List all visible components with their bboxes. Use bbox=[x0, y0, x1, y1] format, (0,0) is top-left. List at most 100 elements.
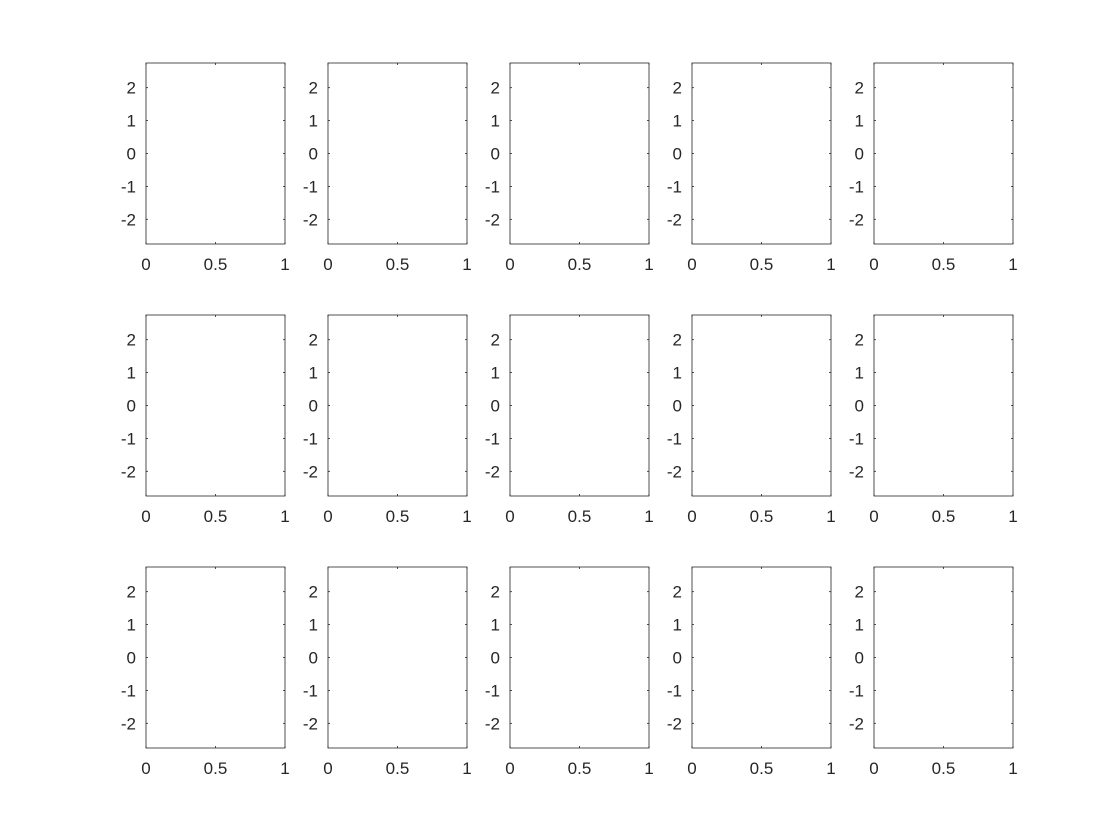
subplot-r1-c2: 0 0.5 1 -2 -1 0 1 2 bbox=[303, 62, 472, 274]
y-tick-label: 1 bbox=[673, 112, 682, 131]
subplot-r3-c1: 0 0.5 1 -2 -1 0 1 2 bbox=[121, 566, 290, 778]
x-tick-label: 0.5 bbox=[386, 759, 410, 778]
y-tick-label: 1 bbox=[309, 112, 318, 131]
y-tick-label: 2 bbox=[127, 583, 136, 602]
y-tick-label: -1 bbox=[121, 177, 136, 196]
axes-frame bbox=[873, 62, 1014, 245]
y-tick-label: -1 bbox=[485, 429, 500, 448]
y-tick-label: 1 bbox=[491, 616, 500, 635]
axes-frame bbox=[145, 62, 286, 245]
x-tick-label: 0 bbox=[141, 759, 150, 778]
y-tick-label: 2 bbox=[855, 583, 864, 602]
y-tick-label: 1 bbox=[673, 364, 682, 383]
y-tick-label: -1 bbox=[485, 177, 500, 196]
y-tick-label: -2 bbox=[303, 210, 318, 229]
x-tick-label: 0.5 bbox=[932, 507, 956, 526]
y-tick-label: 0 bbox=[855, 145, 864, 164]
y-tick-label: 0 bbox=[855, 649, 864, 668]
y-tick-label: -2 bbox=[849, 462, 864, 481]
y-tick-label: -2 bbox=[667, 462, 682, 481]
subplot-r1-c5: 0 0.5 1 -2 -1 0 1 2 bbox=[849, 62, 1018, 274]
x-tick-label: 0 bbox=[323, 759, 332, 778]
axes-frame bbox=[327, 566, 468, 749]
y-tick-label: 1 bbox=[309, 616, 318, 635]
x-tick-label: 1 bbox=[280, 255, 289, 274]
y-tick-label: 2 bbox=[309, 583, 318, 602]
y-tick-label: 1 bbox=[491, 112, 500, 131]
subplot-r2-c1: 0 0.5 1 -2 -1 0 1 2 bbox=[121, 314, 290, 526]
x-tick-label: 1 bbox=[826, 759, 835, 778]
y-tick-label: -1 bbox=[667, 681, 682, 700]
subplot-r2-c3: 0 0.5 1 -2 -1 0 1 2 bbox=[485, 314, 654, 526]
y-tick-label: -2 bbox=[849, 210, 864, 229]
subplot-r2-c4: 0 0.5 1 -2 -1 0 1 2 bbox=[667, 314, 836, 526]
y-tick-label: 1 bbox=[855, 364, 864, 383]
y-tick-label: -2 bbox=[303, 462, 318, 481]
y-tick-label: 2 bbox=[673, 79, 682, 98]
y-tick-label: 2 bbox=[855, 331, 864, 350]
x-tick-label: 0.5 bbox=[568, 759, 592, 778]
x-tick-label: 1 bbox=[462, 255, 471, 274]
axes-frame bbox=[509, 566, 650, 749]
axes-frame bbox=[327, 314, 468, 497]
y-tick-label: 0 bbox=[491, 397, 500, 416]
x-tick-label: 1 bbox=[1008, 507, 1017, 526]
y-tick-label: -2 bbox=[667, 714, 682, 733]
x-tick-label: 0.5 bbox=[386, 255, 410, 274]
y-tick-label: 1 bbox=[673, 616, 682, 635]
y-tick-label: -1 bbox=[849, 681, 864, 700]
y-tick-label: 1 bbox=[491, 364, 500, 383]
y-tick-label: -2 bbox=[121, 714, 136, 733]
axes-frame bbox=[145, 314, 286, 497]
subplot-r3-c3: 0 0.5 1 -2 -1 0 1 2 bbox=[485, 566, 654, 778]
x-tick-label: 0 bbox=[687, 255, 696, 274]
y-tick-label: 0 bbox=[127, 397, 136, 416]
y-tick-label: -1 bbox=[849, 177, 864, 196]
x-tick-label: 0.5 bbox=[568, 255, 592, 274]
x-tick-label: 0 bbox=[323, 507, 332, 526]
x-tick-label: 0.5 bbox=[750, 759, 774, 778]
y-tick-label: 2 bbox=[855, 79, 864, 98]
y-tick-label: -2 bbox=[485, 462, 500, 481]
y-tick-label: -2 bbox=[849, 714, 864, 733]
x-tick-label: 0 bbox=[141, 255, 150, 274]
y-tick-label: -1 bbox=[485, 681, 500, 700]
x-tick-label: 0 bbox=[505, 759, 514, 778]
x-tick-label: 0 bbox=[869, 507, 878, 526]
x-tick-label: 0 bbox=[505, 255, 514, 274]
y-tick-label: -1 bbox=[303, 177, 318, 196]
x-tick-label: 0 bbox=[869, 759, 878, 778]
subplot-r3-c5: 0 0.5 1 -2 -1 0 1 2 bbox=[849, 566, 1018, 778]
x-tick-label: 0 bbox=[141, 507, 150, 526]
y-tick-label: -2 bbox=[121, 210, 136, 229]
x-tick-label: 0.5 bbox=[386, 507, 410, 526]
y-tick-label: 2 bbox=[127, 79, 136, 98]
x-tick-label: 0.5 bbox=[750, 507, 774, 526]
subplot-r1-c1: 0 0.5 1 -2 -1 0 1 2 bbox=[121, 62, 290, 274]
x-tick-label: 0.5 bbox=[932, 759, 956, 778]
y-tick-label: 1 bbox=[127, 364, 136, 383]
y-tick-label: -1 bbox=[849, 429, 864, 448]
x-tick-label: 0.5 bbox=[204, 507, 228, 526]
y-tick-label: 0 bbox=[673, 145, 682, 164]
y-tick-label: -1 bbox=[667, 429, 682, 448]
subplot-r2-c2: 0 0.5 1 -2 -1 0 1 2 bbox=[303, 314, 472, 526]
y-tick-label: -2 bbox=[485, 210, 500, 229]
x-tick-label: 0.5 bbox=[750, 255, 774, 274]
axes-frame bbox=[327, 62, 468, 245]
x-tick-label: 1 bbox=[1008, 759, 1017, 778]
x-tick-label: 1 bbox=[826, 255, 835, 274]
y-tick-label: -1 bbox=[303, 429, 318, 448]
y-tick-label: 1 bbox=[127, 112, 136, 131]
y-tick-label: -2 bbox=[303, 714, 318, 733]
subplot-r2-c5: 0 0.5 1 -2 -1 0 1 2 bbox=[849, 314, 1018, 526]
subplot-r1-c3: 0 0.5 1 -2 -1 0 1 2 bbox=[485, 62, 654, 274]
x-tick-label: 1 bbox=[1008, 255, 1017, 274]
axes-frame bbox=[509, 314, 650, 497]
axes-frame bbox=[691, 566, 832, 749]
y-tick-label: 0 bbox=[309, 649, 318, 668]
x-tick-label: 0 bbox=[323, 255, 332, 274]
x-tick-label: 1 bbox=[280, 507, 289, 526]
x-tick-label: 0.5 bbox=[568, 507, 592, 526]
y-tick-label: -1 bbox=[667, 177, 682, 196]
